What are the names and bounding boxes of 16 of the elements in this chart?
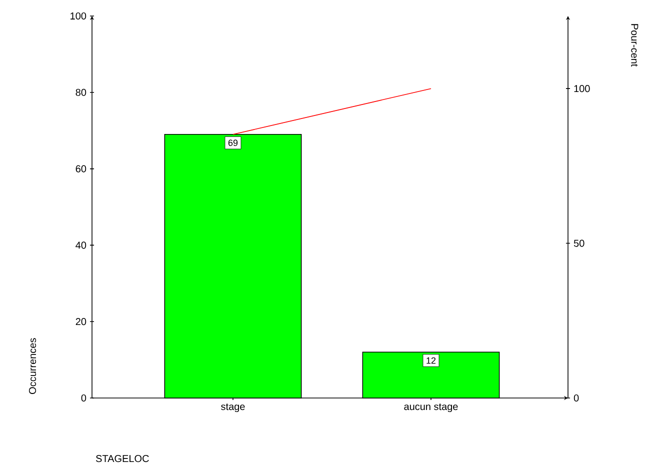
y2-tick-label: 0 [574, 394, 579, 402]
y-axis-title: Occurrences [28, 338, 36, 394]
y-tick-label: 100 [70, 12, 86, 20]
y-tick-label: 20 [76, 318, 86, 326]
y-tick-label: 40 [76, 242, 86, 249]
y2-tick-label: 100 [574, 85, 590, 92]
y2-axis-title: Pour-cent [631, 24, 638, 67]
y2-tick-label: 50 [574, 240, 584, 247]
y-tick-label: 80 [76, 88, 86, 96]
y-tick-label: 60 [76, 165, 86, 172]
x-axis-title: STAGELOC [96, 455, 149, 462]
data-label: 12 [426, 357, 436, 364]
y-tick-label: 0 [81, 394, 86, 402]
data-label: 69 [228, 140, 238, 146]
x-tick-label: stage [221, 404, 245, 412]
x-tick-label: aucun stage [404, 404, 458, 412]
